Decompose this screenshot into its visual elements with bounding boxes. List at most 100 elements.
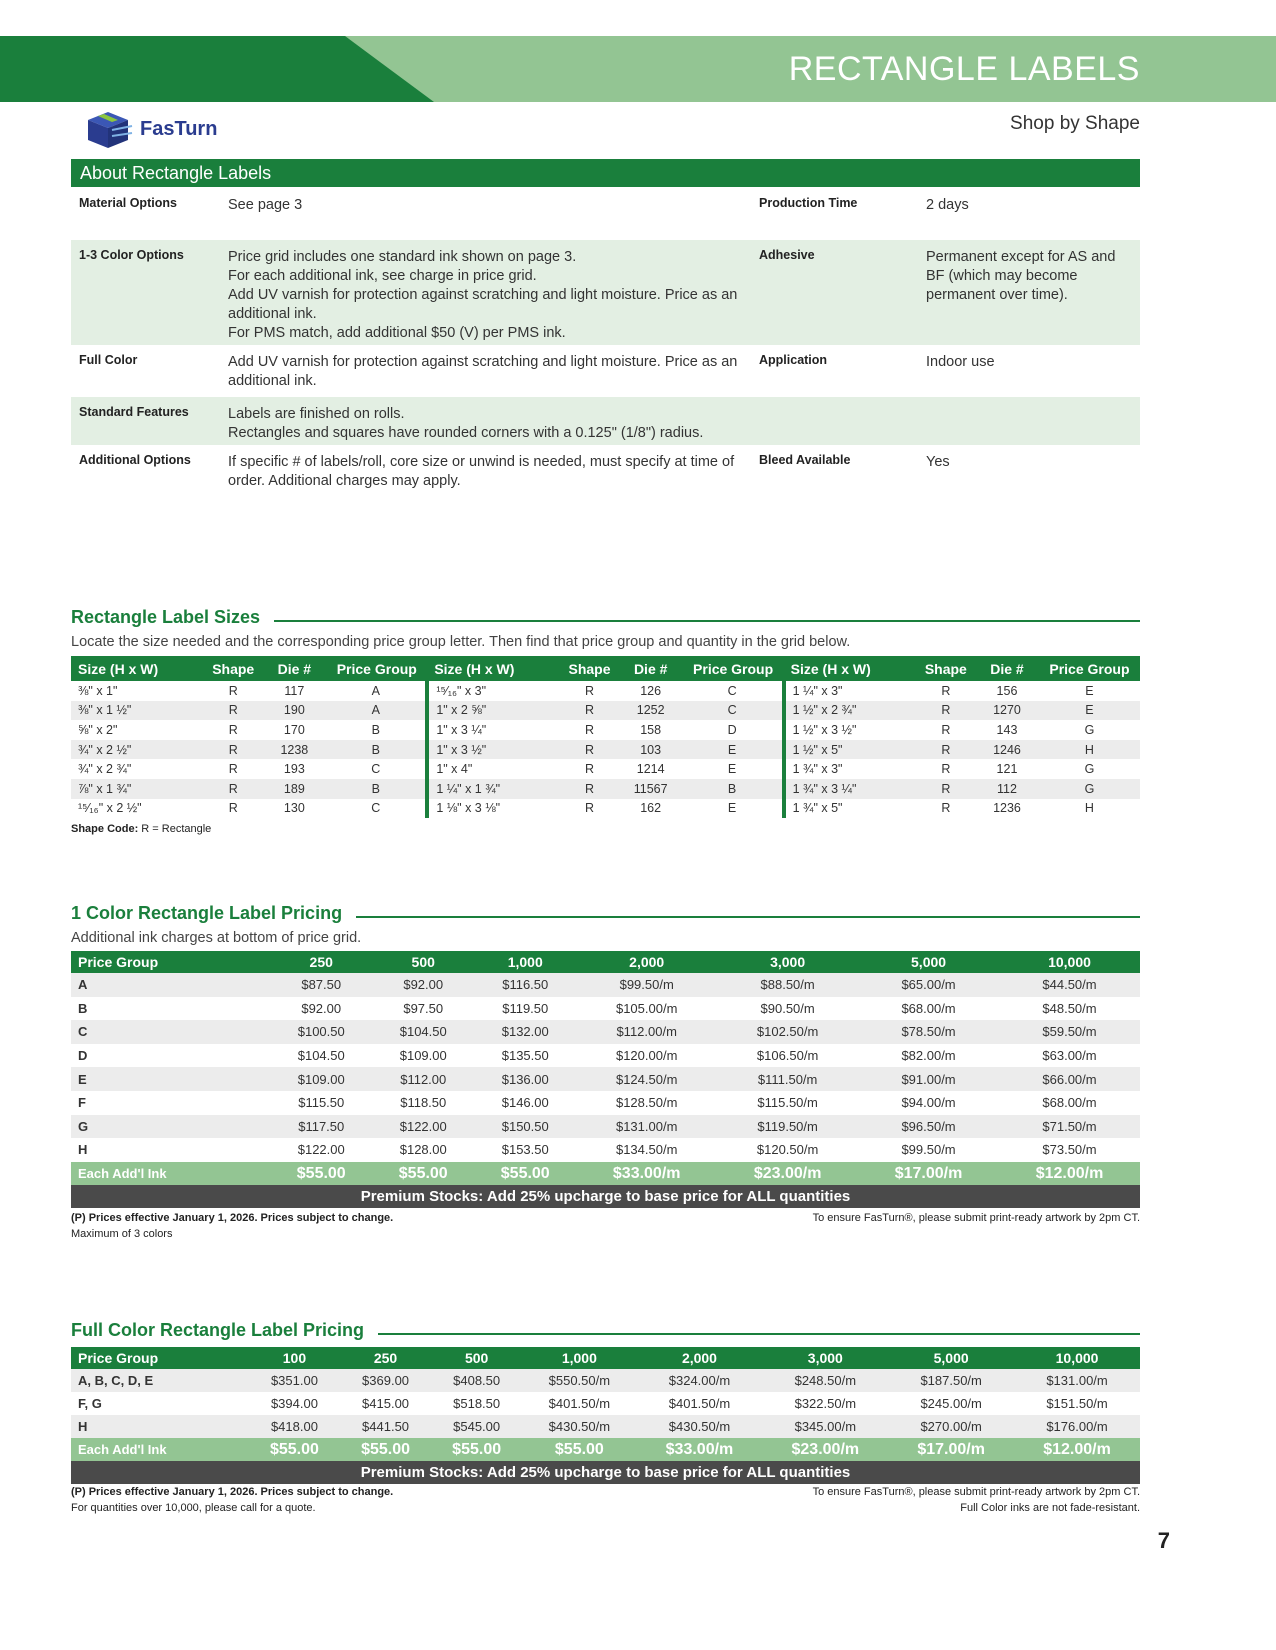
option-label: Full Color [79,353,138,367]
max-colors-note: Maximum of 3 colors [71,1228,173,1240]
option-label: Production Time [759,196,858,210]
table-cell: $132.00 [474,1020,577,1044]
column-header: Price Group [682,656,784,681]
table-cell: $128.00 [399,1142,447,1158]
table-cell: R [560,700,619,721]
artwork-note: To ensure FasTurn®, please submit print-… [812,1212,1140,1224]
column-header: Shape [916,656,976,681]
table-row: E $109.00 $112.00 $136.00 $124.50/m $111.50/m… [71,1067,1140,1091]
table-cell: $55.00 [372,1161,475,1186]
table-cell: $112.00/m [576,1020,718,1044]
table-cell: $550.50/m [522,1369,637,1392]
table-cell: H [1084,801,1094,816]
table-cell: 1 ¼" x 3" [781,681,917,701]
table-cell: $122.00 [297,1142,345,1158]
option-text: Price grid includes one standard ink sho… [228,249,738,341]
fasturn-logo: FasTurn [84,108,217,150]
table-cell: $23.00/m [717,1161,859,1186]
page-number: 7 [1157,1528,1170,1553]
table-cell: $99.50/m [901,1142,956,1158]
column-header: 250 [270,951,373,973]
table-cell: G [1084,762,1095,777]
table-cell: $270.00/m [888,1415,1015,1438]
table-cell: R [585,683,595,698]
table-cell: R [228,801,238,816]
header-row: Price Group 250 500 1,000 2,000 3,000 5,000 10,… [71,951,1140,973]
table-cell: 1 ¾" x 3 ¼" [781,778,917,799]
table-cell: $131.00/m [1014,1369,1140,1392]
one-color-pricing-table: Price Group 250 500 1,000 2,000 3,000 5,000 10,… [71,951,1140,1209]
table-row: ¾" x 2 ½" R 1238 B 1" x 3 ½" R 103 E 1 ½" x 5" R 1… [71,739,1140,760]
table-cell: $78.50/m [858,1020,999,1044]
quote-note: For quantities over 10,000, please call … [71,1502,316,1514]
table-cell: 126 [640,683,662,698]
logo-text: FasTurn [140,117,218,140]
table-cell: R [228,683,238,698]
table-cell: C [71,1020,271,1044]
table-cell: 121 [996,762,1018,777]
table-row: ⅜" x 1 ½" R 190 A 1" x 2 ⅝" R 1252 C 1 ½" x 2 ¾"… [71,700,1140,721]
table-row: H $418.00 $441.50 $545.00 $430.50/m $430.50/m… [71,1415,1140,1438]
box-icon [88,112,133,148]
column-header: 1,000 [474,951,577,973]
table-cell: $187.50/m [888,1369,1015,1392]
table-cell: $92.00 [372,973,475,997]
table-cell: $245.00/m [920,1396,982,1411]
table-cell: A [71,973,271,997]
table-cell: $128.50/m [615,1095,678,1111]
table-cell: R [203,700,263,721]
table-cell: $99.50/m [576,973,718,997]
table-cell: 193 [283,762,305,777]
table-cell: $408.50 [431,1369,523,1392]
price-note: (P) Prices effective January 1, 2026. Pr… [71,1212,394,1224]
table-cell: $48.50/m [1042,1000,1097,1016]
table-row: F, G $394.00 $415.00 $518.50 $401.50/m $401.5… [71,1392,1140,1415]
table-cell: 1246 [975,739,1039,760]
table-cell: $73.50/m [1042,1142,1097,1158]
table-cell: $90.50/m [760,1000,815,1016]
table-cell: 189 [262,778,327,799]
table-cell: $65.00/m [858,973,999,997]
table-cell: $120.50/m [756,1142,819,1158]
column-header: Price Group [1038,656,1140,681]
column-header: Shape [203,656,263,681]
table-cell: $116.50 [474,973,577,997]
table-cell: $105.00/m [615,1000,678,1016]
table-cell: F [78,1095,86,1111]
table-cell: ¹⁵⁄₁₆" x 2 ½" [78,801,142,816]
table-cell: $120.00/m [615,1048,678,1064]
column-header: 5,000 [858,951,999,973]
table-cell: ⅜" x 1" [78,683,118,698]
table-cell: $134.50/m [615,1142,678,1158]
about-row: Standard Features Labels are finished on … [71,397,1140,445]
table-cell: H [78,1142,88,1158]
table-cell: ⅞" x 1 ¾" [71,778,204,799]
table-cell: B [78,1000,88,1016]
table-cell: $59.50/m [999,1020,1140,1044]
table-cell: $430.50/m [636,1415,763,1438]
premium-stocks-row: Premium Stocks: Add 25% upcharge to base… [71,1185,1140,1209]
header-banner [0,36,1276,102]
column-header: 1,000 [522,1347,637,1369]
table-cell: $55.00 [248,1438,340,1461]
table-cell: C [727,683,737,698]
table-cell: $100.50 [270,1020,373,1044]
sizes-table: Size (H x W) Shape Die # Price Group Size (H… [71,656,1140,819]
table-cell: $88.50/m [717,973,859,997]
additional-ink-row: Each Add'l Ink $55.00 $55.00 $55.00 $33.00/m… [71,1161,1140,1186]
table-cell: $150.50 [474,1114,577,1139]
table-cell: H [71,1415,249,1438]
column-header: Size (H x W) [71,656,204,681]
table-cell: $23.00/m [762,1438,889,1461]
table-cell: R [916,700,976,721]
page-title: RECTANGLE LABELS [788,50,1140,88]
table-cell: R [228,762,238,777]
table-cell: 117 [284,683,305,698]
table-cell: F, G [78,1396,102,1411]
table-cell: $351.00 [248,1369,340,1392]
table-row: ⅜" x 1" R 117 A ¹⁵⁄₁₆" x 3" R 126 C 1 ¼" x 3" R 15… [71,681,1140,701]
sizes-intro: Locate the size needed and the correspon… [71,634,851,650]
table-cell: B [682,778,784,799]
table-cell: 1" x 2 ⅝" [425,700,561,721]
table-cell: E [1038,700,1140,721]
